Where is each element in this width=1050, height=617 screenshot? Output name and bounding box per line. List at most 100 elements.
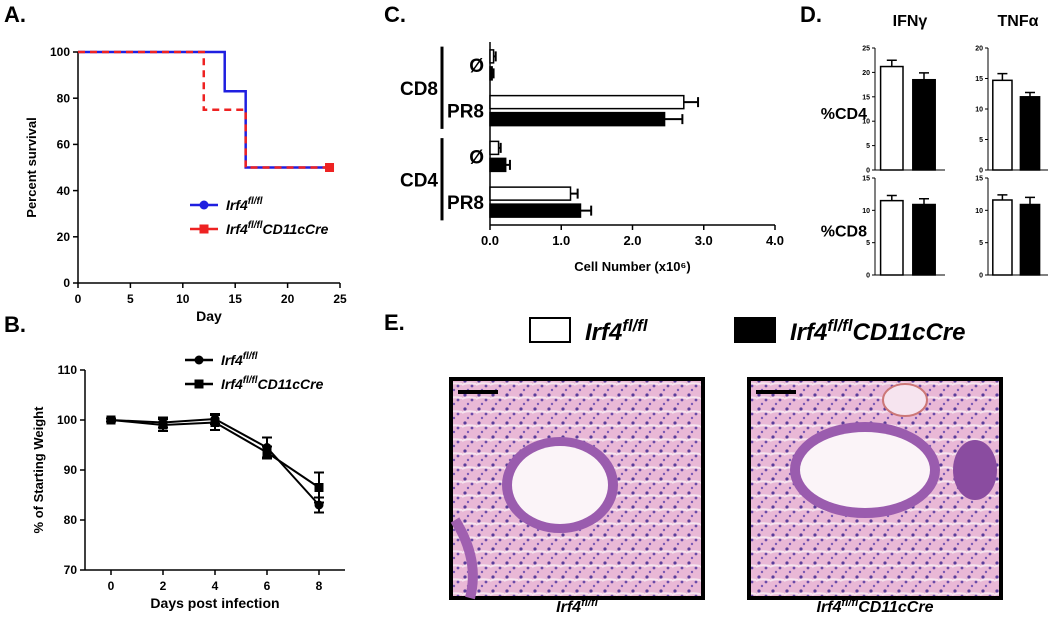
y-tick-label: 60 — [57, 138, 71, 152]
bar — [489, 49, 495, 64]
image-caption: Irf4fl/flCD11cCre — [817, 597, 934, 616]
legend-label: Irf4fl/fl — [585, 316, 648, 346]
y-tick-label: 10 — [862, 208, 870, 215]
marker — [210, 418, 220, 427]
name-sup: fl/fl — [581, 597, 599, 609]
y-tick-label: 10 — [975, 107, 983, 114]
histology-image — [747, 377, 1003, 600]
y-tick-label: 0 — [866, 273, 870, 280]
bar — [1019, 96, 1041, 171]
x-tick-label: 2 — [160, 579, 167, 593]
name-part: Irf4 — [226, 197, 248, 213]
name-sup: fl/fl — [243, 375, 258, 386]
chart-title: IFNγ — [893, 13, 928, 30]
panel-label: A. — [4, 2, 26, 27]
row-label: %CD4 — [821, 106, 867, 123]
panel-label: E. — [384, 310, 405, 335]
name-sup: fl/fl — [622, 316, 648, 335]
y-tick-label: 0 — [866, 168, 870, 175]
error-bar — [997, 194, 1008, 200]
panel-label: C. — [384, 2, 406, 27]
error-bar — [492, 68, 495, 79]
name-part: Irf4 — [585, 319, 622, 346]
y-tick-label: 0 — [979, 168, 983, 175]
marker — [106, 415, 116, 425]
legend-label: Irf4fl/flCD11cCre — [226, 220, 329, 237]
x-axis-label: Day — [196, 308, 222, 324]
y-tick-label: 0 — [63, 276, 70, 290]
x-tick-label: 5 — [127, 292, 134, 306]
x-tick-label: 0.0 — [481, 233, 499, 248]
marker — [194, 355, 204, 365]
y-tick-label: 20 — [975, 46, 983, 53]
category-label: Ø — [469, 147, 484, 168]
x-tick-label: 3.0 — [695, 233, 713, 248]
legend-label: Irf4fl/flCD11cCre — [221, 375, 324, 392]
x-tick-label: 1.0 — [552, 233, 570, 248]
marker — [314, 483, 324, 492]
category-label: PR8 — [447, 193, 484, 214]
name-part: Irf4 — [556, 599, 581, 616]
name-sup: fl/fl — [248, 196, 263, 207]
y-tick-label: 5 — [979, 137, 983, 144]
x-tick-label: 15 — [229, 292, 243, 306]
bar — [1019, 203, 1041, 276]
name-part: Irf4 — [790, 319, 827, 346]
legend-label: Irf4fl/flCD11cCre — [790, 316, 965, 346]
group-label: CD4 — [400, 170, 438, 191]
y-tick-label: 20 — [862, 70, 870, 77]
survival-line — [78, 50, 330, 169]
x-axis-label: Cell Number (x10⁶) — [574, 259, 691, 274]
marker — [199, 200, 209, 210]
error-bar — [886, 59, 897, 67]
y-tick-label: 90 — [64, 463, 78, 477]
y-tick-label: 110 — [58, 363, 78, 377]
y-tick-label: 5 — [979, 240, 983, 247]
bar — [879, 65, 904, 171]
y-tick-label: 5 — [866, 143, 870, 150]
row-label: %CD8 — [821, 224, 867, 241]
y-tick-label: 15 — [862, 94, 870, 101]
y-tick-label: 10 — [975, 208, 983, 215]
panel-label: D. — [800, 2, 822, 27]
x-tick-label: 20 — [281, 292, 295, 306]
error-bar — [505, 159, 511, 170]
error-bar — [498, 142, 502, 153]
name-part: Irf4 — [817, 599, 842, 616]
legend-label: Irf4fl/fl — [221, 351, 258, 368]
error-bar — [1025, 91, 1035, 97]
error-bar — [683, 97, 700, 108]
marker — [199, 224, 209, 234]
marker — [194, 379, 204, 389]
bar — [879, 199, 904, 276]
y-tick-label: 100 — [57, 413, 77, 427]
chart-title: TNFα — [998, 13, 1039, 30]
bar — [489, 140, 500, 156]
x-tick-label: 4.0 — [766, 233, 784, 248]
bar — [489, 186, 572, 201]
bar — [912, 203, 936, 276]
x-tick-label: 25 — [333, 292, 347, 306]
name-part: Irf4 — [226, 221, 248, 237]
bar — [489, 66, 493, 81]
category-label: PR8 — [447, 102, 484, 123]
category-label: Ø — [469, 56, 484, 77]
y-axis-label: Percent survival — [24, 117, 39, 217]
error-bar — [493, 51, 497, 62]
name-sup: fl/fl — [827, 316, 853, 335]
error-bar — [580, 205, 593, 216]
panel-label: B. — [4, 312, 26, 337]
y-tick-label: 15 — [975, 76, 983, 83]
x-tick-label: 4 — [212, 579, 219, 593]
histology-image — [449, 377, 705, 600]
y-tick-label: 80 — [57, 91, 71, 105]
y-tick-label: 25 — [862, 46, 870, 53]
bar — [992, 199, 1013, 276]
y-tick-label: 10 — [862, 119, 870, 126]
name-suffix: CD11cCre — [858, 599, 933, 616]
y-tick-label: 15 — [975, 176, 983, 183]
y-tick-label: 40 — [57, 184, 71, 198]
error-bar — [1025, 196, 1035, 205]
error-bar — [997, 72, 1008, 81]
